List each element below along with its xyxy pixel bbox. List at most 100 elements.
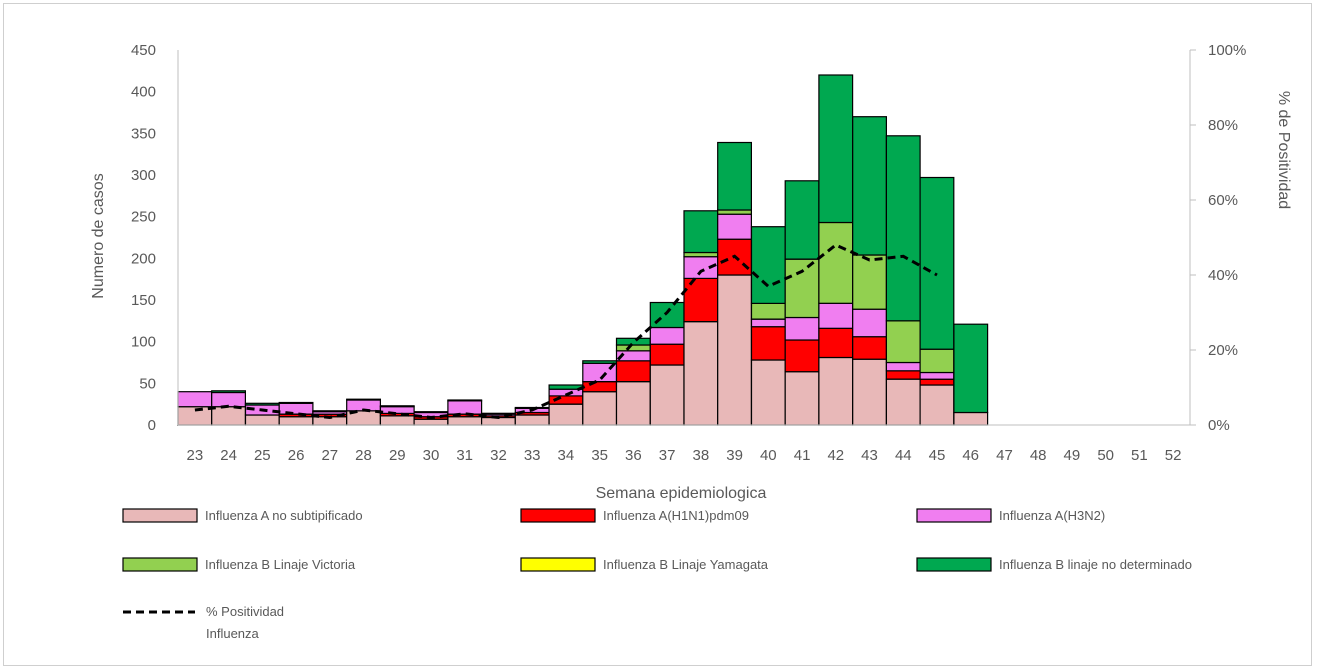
bar-42-series-2 [818, 302, 854, 329]
x-tick-label: 44 [895, 447, 912, 464]
bar-40-series-5 [750, 226, 786, 304]
bar-43-series-3 [852, 254, 888, 310]
bar-36-series-5 [615, 337, 651, 346]
y-tick-label: 350 [131, 125, 156, 142]
bar-40-series-0 [750, 359, 786, 426]
bar-40-series-2 [750, 318, 786, 328]
x-tick-label: 23 [187, 447, 204, 464]
x-tick-label: 42 [827, 447, 844, 464]
x-tick-label: 50 [1097, 447, 1114, 464]
bar-34-series-0 [548, 403, 584, 426]
bar-46-series-0 [953, 411, 989, 426]
bar-39-series-5 [717, 141, 753, 211]
bar-39-series-2 [717, 213, 753, 240]
x-tick-label: 33 [524, 447, 541, 464]
positivity-line [194, 243, 938, 420]
x-tick-label: 26 [288, 447, 305, 464]
bar-41-series-5 [784, 180, 820, 260]
y2-tick-label: 100% [1208, 42, 1246, 59]
x-tick-label: 47 [996, 447, 1013, 464]
bar-44-series-5 [885, 135, 921, 322]
x-tick-label: 46 [962, 447, 979, 464]
legend-label-3: Influenza B Linaje Victoria [205, 557, 356, 572]
legend-swatch-2 [916, 508, 992, 523]
axes-group: 0 50 100 150 200 250 300 350 400 450 0% 20% 40% 60% 80… [131, 42, 1246, 464]
bar-26-series-2 [278, 402, 314, 415]
bar-25-series-0 [244, 414, 280, 426]
legend-swatch-3 [122, 557, 198, 572]
bar-28-series-5 [346, 398, 382, 401]
x-tick-label: 43 [861, 447, 878, 464]
line-layer [194, 243, 938, 420]
x-tick-label: 25 [254, 447, 271, 464]
bar-38-series-0 [683, 321, 719, 426]
bar-42-series-5 [818, 74, 854, 224]
bar-42-series-0 [818, 356, 854, 426]
legend-label-0: Influenza A no subtipificado [205, 508, 363, 523]
bar-38-series-5 [683, 210, 719, 254]
bar-43-series-1 [852, 336, 888, 360]
x-tick-label: 35 [591, 447, 608, 464]
y-tick-label: 300 [131, 167, 156, 184]
bar-41-series-2 [784, 316, 820, 341]
x-tick-label: 24 [220, 447, 237, 464]
bar-36-series-1 [615, 360, 651, 383]
y2-axis-title: % de Positividad [1275, 91, 1292, 209]
bar-37-series-5 [649, 301, 685, 329]
bar-35-series-0 [582, 391, 618, 426]
bar-23-series-2 [177, 391, 213, 408]
x-tick-label: 27 [321, 447, 338, 464]
bar-36-series-0 [615, 381, 651, 426]
bar-44-series-1 [885, 370, 921, 380]
bar-31-series-0 [447, 416, 483, 426]
x-tick-label: 45 [929, 447, 946, 464]
bar-41-series-1 [784, 339, 820, 373]
bar-44-series-3 [885, 320, 921, 364]
bar-26-series-0 [278, 416, 314, 426]
x-tick-label: 31 [456, 447, 473, 464]
bar-39-series-0 [717, 274, 753, 426]
bar-30-series-0 [413, 418, 449, 426]
y-tick-label: 150 [131, 292, 156, 309]
bar-42-series-3 [818, 221, 854, 304]
bar-45-series-3 [919, 348, 955, 374]
x-tick-label: 41 [794, 447, 811, 464]
legend-swatch-1 [520, 508, 596, 523]
x-tick-label: 36 [625, 447, 642, 464]
x-tick-label: 37 [659, 447, 676, 464]
bar-44-series-2 [885, 361, 921, 372]
y2-tick-label: 20% [1208, 342, 1238, 359]
y2-tick-label: 0% [1208, 417, 1230, 434]
bar-31-series-5 [447, 399, 483, 402]
bar-46-series-5 [953, 323, 989, 414]
y-tick-label: 200 [131, 250, 156, 267]
bar-24-series-0 [211, 406, 246, 426]
bar-35-series-1 [582, 381, 618, 393]
legend-swatch-5 [916, 557, 992, 572]
x-tick-label: 49 [1064, 447, 1081, 464]
bar-38-series-3 [683, 251, 719, 258]
bar-31-series-2 [447, 400, 483, 415]
legend-line-label: % Positividad Influenza [206, 604, 284, 641]
bar-24-series-5 [211, 390, 246, 394]
bar-41-series-0 [784, 371, 820, 426]
bar-43-series-5 [852, 116, 888, 256]
bar-33-series-0 [514, 414, 550, 426]
bar-43-series-2 [852, 308, 888, 338]
y-tick-label: 100 [131, 334, 156, 351]
x-tick-label: 51 [1131, 447, 1148, 464]
x-tick-label: 40 [760, 447, 777, 464]
bar-33-series-5 [514, 406, 550, 409]
y-tick-label: 250 [131, 209, 156, 226]
bar-45-series-0 [919, 384, 955, 426]
bar-38-series-1 [683, 277, 719, 323]
legend-label-1: Influenza A(H1N1)pdm09 [603, 508, 749, 523]
bar-29-series-5 [379, 405, 415, 408]
bar-39-series-3 [717, 209, 753, 215]
y-tick-label: 0 [148, 417, 156, 434]
bar-24-series-2 [211, 391, 246, 408]
x-tick-label: 30 [423, 447, 440, 464]
x-tick-label: 48 [1030, 447, 1047, 464]
legend-label-2: Influenza A(H3N2) [999, 508, 1105, 523]
